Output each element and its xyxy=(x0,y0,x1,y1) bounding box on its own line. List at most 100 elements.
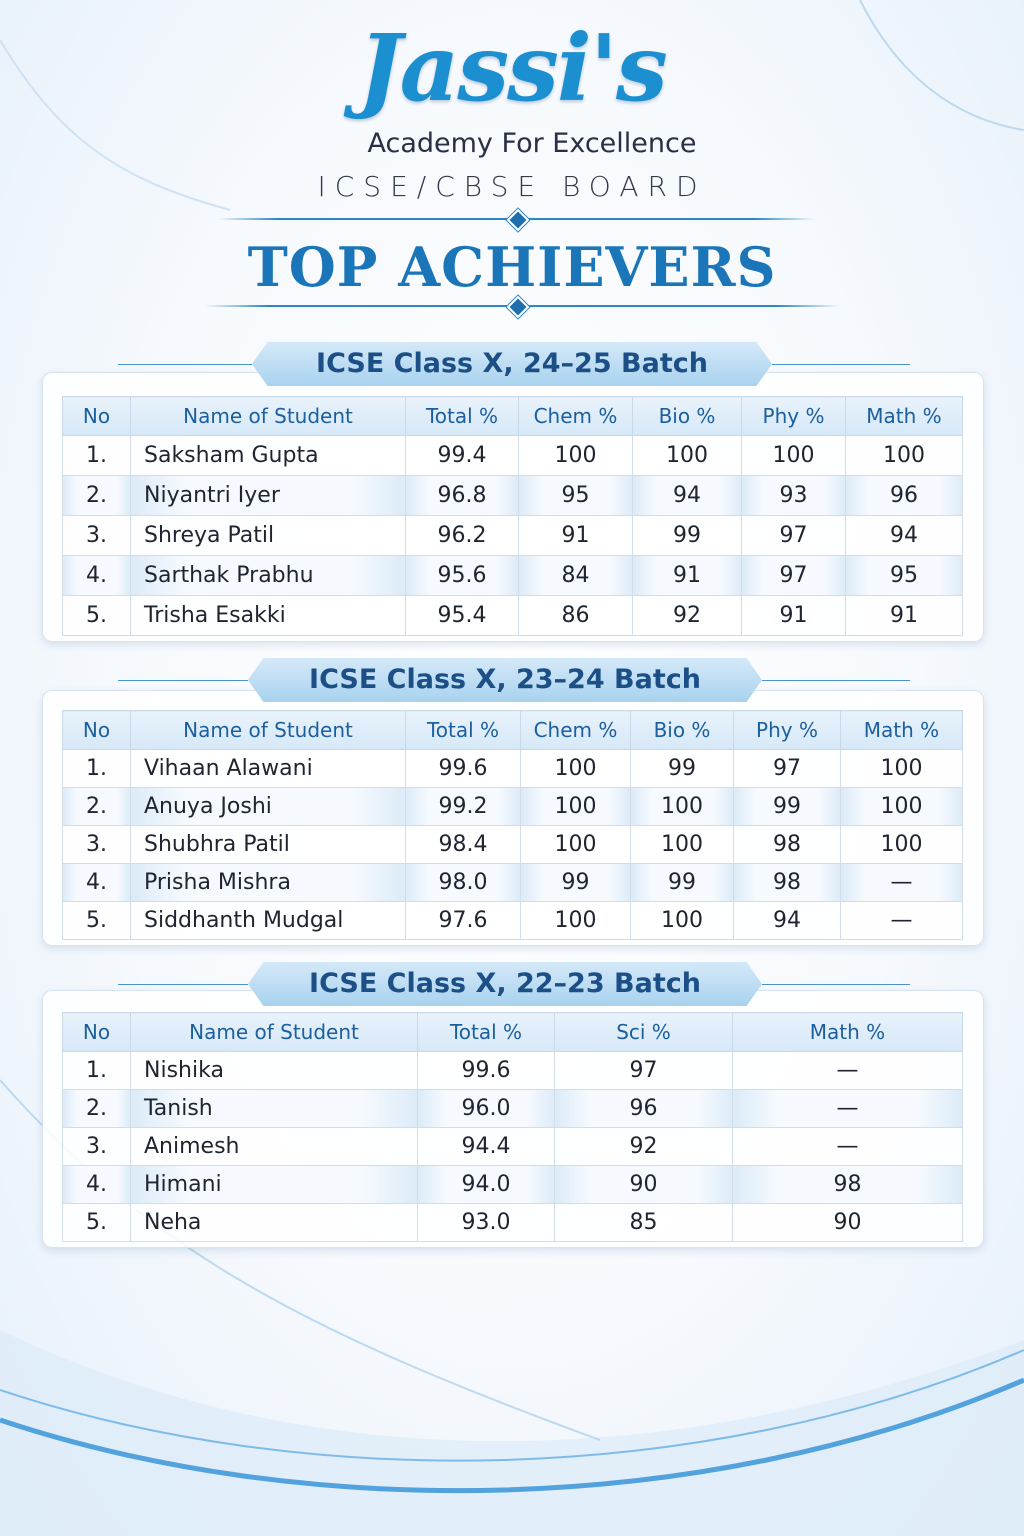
score-cell: 99 xyxy=(632,515,742,556)
score-cell: 97 xyxy=(741,555,846,596)
score-cell: 99 xyxy=(520,863,631,902)
rank-cell: 1. xyxy=(62,1051,131,1090)
diamond-ornament-icon xyxy=(506,295,530,319)
score-cell: 99.4 xyxy=(405,435,519,476)
score-cell: 100 xyxy=(520,825,631,864)
score-cell: 100 xyxy=(630,787,734,826)
score-cell: 99.6 xyxy=(405,749,521,788)
score-cell: 90 xyxy=(732,1203,963,1242)
column-header: Total % xyxy=(405,396,519,436)
ribbon-line xyxy=(118,984,248,985)
ribbon-line xyxy=(762,680,910,681)
score-cell: 100 xyxy=(840,825,963,864)
rank-cell: 5. xyxy=(62,901,131,940)
score-cell: 100 xyxy=(741,435,846,476)
student-name: Sarthak Prabhu xyxy=(130,555,406,596)
score-cell: 100 xyxy=(520,901,631,940)
section-heading: ICSE Class X, 23–24 Batch xyxy=(248,658,762,702)
results-table: No Name of Student Total % Chem % Bio % Phy %… xyxy=(62,396,963,636)
table-row: 5. Trisha Esakki 95.4 86 92 91 91 xyxy=(62,595,963,636)
table-row: 5. Neha 93.0 85 90 xyxy=(62,1203,963,1242)
column-header: Total % xyxy=(405,710,521,750)
table-row: 2. Tanish 96.0 96— xyxy=(62,1089,963,1128)
score-cell: 92 xyxy=(632,595,742,636)
score-cell: 98.4 xyxy=(405,825,521,864)
table-row: 1. Vihaan Alawani 99.6 100 99 97 100 xyxy=(62,749,963,788)
score-cell: 91 xyxy=(518,515,633,556)
academy-logo: Jassi's xyxy=(358,14,668,122)
score-cell: 95.6 xyxy=(405,555,519,596)
table-header-row: No Name of Student Total % Sci % Math % xyxy=(62,1012,963,1052)
column-header: Bio % xyxy=(630,710,734,750)
score-cell: 91 xyxy=(845,595,963,636)
ribbon-line xyxy=(772,364,910,365)
score-cell: 95.4 xyxy=(405,595,519,636)
student-name: Tanish xyxy=(130,1089,418,1128)
board-label: ICSE/CBSE BOARD xyxy=(317,170,707,203)
score-cell: — xyxy=(732,1051,963,1090)
score-cell: — xyxy=(840,863,963,902)
table-row: 4. Sarthak Prabhu 95.6 84 91 97 95 xyxy=(62,555,963,596)
ribbon-line xyxy=(118,680,248,681)
page-title: TOP ACHIEVERS xyxy=(247,235,777,299)
score-cell: 99.6 xyxy=(417,1051,555,1090)
column-header: Name of Student xyxy=(130,1012,418,1052)
column-header: Name of Student xyxy=(130,710,406,750)
score-cell: 100 xyxy=(845,435,963,476)
score-cell: 98 xyxy=(733,863,841,902)
score-cell: — xyxy=(732,1089,963,1128)
column-header: Total % xyxy=(417,1012,555,1052)
column-header: Phy % xyxy=(741,396,846,436)
rank-cell: 2. xyxy=(62,475,131,516)
score-cell: 94.0 xyxy=(417,1165,555,1204)
table-row: 1. Nishika 99.6 97— xyxy=(62,1051,963,1090)
score-cell: 94 xyxy=(733,901,841,940)
student-name: Trisha Esakki xyxy=(130,595,406,636)
score-cell: 96 xyxy=(554,1089,733,1128)
rank-cell: 2. xyxy=(62,1089,131,1128)
rank-cell: 3. xyxy=(62,515,131,556)
score-cell: 94.4 xyxy=(417,1127,555,1166)
student-name: Himani xyxy=(130,1165,418,1204)
score-cell: 97.6 xyxy=(405,901,521,940)
score-cell: 92 xyxy=(554,1127,733,1166)
score-cell: 97 xyxy=(733,749,841,788)
diamond-ornament-icon xyxy=(506,208,530,232)
student-name: Anuya Joshi xyxy=(130,787,406,826)
score-cell: 97 xyxy=(741,515,846,556)
table-header-row: No Name of Student Total % Chem % Bio % Phy %… xyxy=(62,396,963,436)
score-cell: — xyxy=(840,901,963,940)
table-header-row: No Name of Student Total % Chem % Bio % Phy %… xyxy=(62,710,963,750)
score-cell: 96.2 xyxy=(405,515,519,556)
section-heading: ICSE Class X, 24–25 Batch xyxy=(252,342,772,386)
section-heading: ICSE Class X, 22–23 Batch xyxy=(248,962,762,1006)
column-header: Math % xyxy=(732,1012,963,1052)
rank-cell: 3. xyxy=(62,1127,131,1166)
student-name: Prisha Mishra xyxy=(130,863,406,902)
rank-cell: 5. xyxy=(62,595,131,636)
student-name: Shubhra Patil xyxy=(130,825,406,864)
rank-cell: 1. xyxy=(62,435,131,476)
score-cell: 100 xyxy=(840,749,963,788)
results-table: No Name of Student Total % Chem % Bio % Phy %… xyxy=(62,710,963,940)
table-row: 3. Shreya Patil 96.2 91 99 97 94 xyxy=(62,515,963,556)
student-name: Nishika xyxy=(130,1051,418,1090)
table-row: 4. Prisha Mishra 98.0 99 99 98— xyxy=(62,863,963,902)
table-row: 2. Niyantri Iyer 96.8 95 94 93 96 xyxy=(62,475,963,516)
rank-cell: 5. xyxy=(62,1203,131,1242)
score-cell: 94 xyxy=(845,515,963,556)
table-row: 3. Animesh 94.4 92— xyxy=(62,1127,963,1166)
score-cell: 96.0 xyxy=(417,1089,555,1128)
score-cell: 100 xyxy=(630,825,734,864)
column-header: Math % xyxy=(845,396,963,436)
column-header: Bio % xyxy=(632,396,742,436)
column-header: No xyxy=(62,710,131,750)
score-cell: 100 xyxy=(632,435,742,476)
column-header: Math % xyxy=(840,710,963,750)
column-header: Phy % xyxy=(733,710,841,750)
table-row: 3. Shubhra Patil 98.4 100 100 98 100 xyxy=(62,825,963,864)
score-cell: 96 xyxy=(845,475,963,516)
score-cell: 99 xyxy=(630,863,734,902)
table-row: 2. Anuya Joshi 99.2 100 100 99 100 xyxy=(62,787,963,826)
student-name: Neha xyxy=(130,1203,418,1242)
